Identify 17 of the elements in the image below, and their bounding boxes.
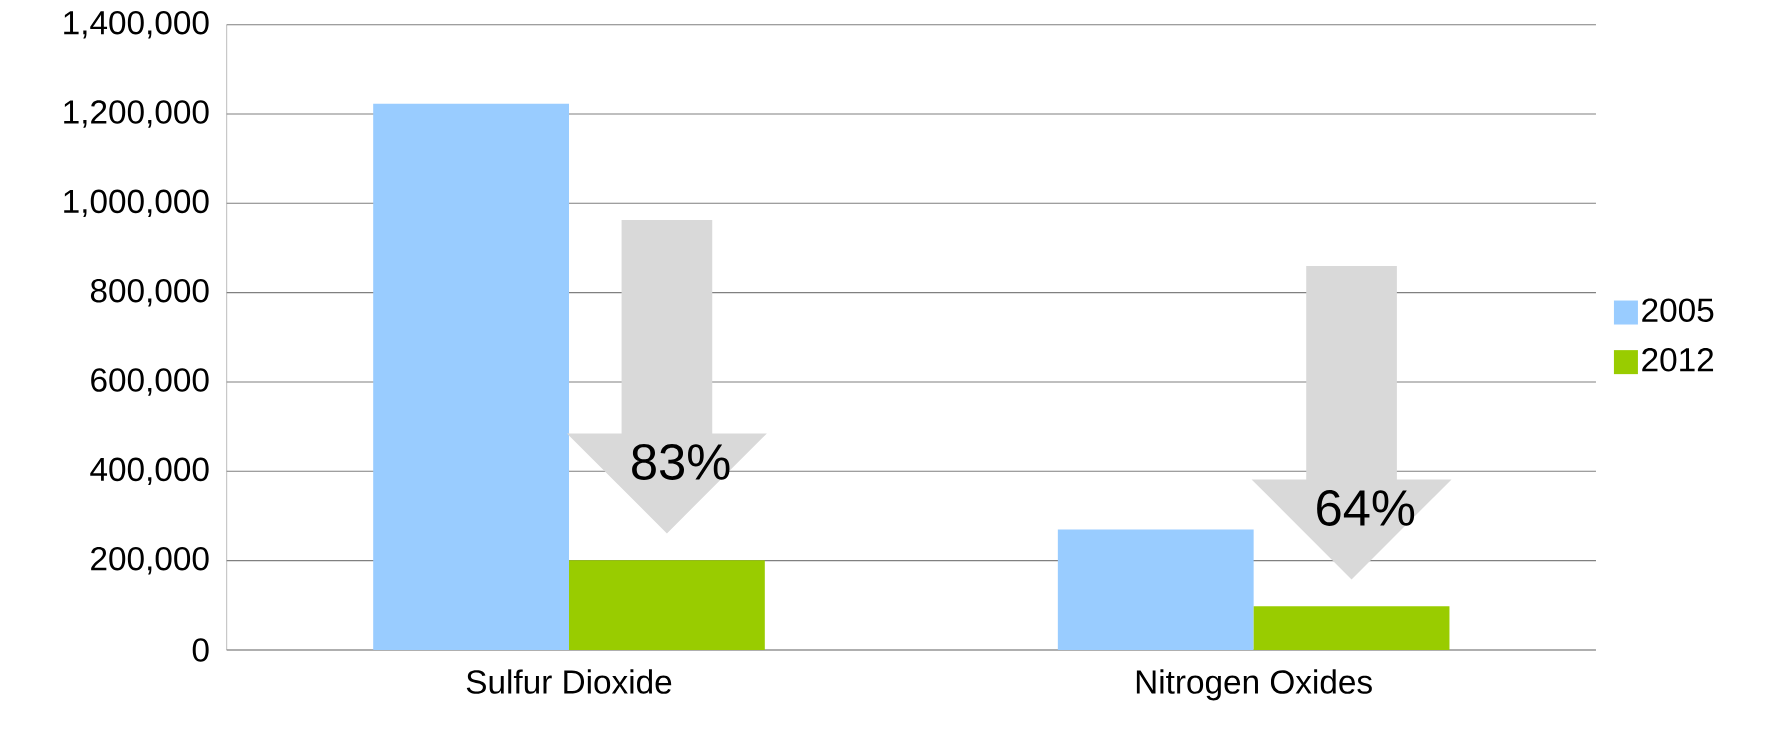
x-tick-label: Nitrogen Oxides xyxy=(1136,669,1372,701)
legend-label: 2005 xyxy=(1642,298,1714,322)
y-tick-label: 800,000 xyxy=(90,278,209,307)
y-tick-label: 600,000 xyxy=(91,368,209,396)
y-tick-label: 1,400,000 xyxy=(64,10,209,39)
legend-label: 2012 xyxy=(1642,347,1714,372)
x-tick-label: Sulfur Dioxide xyxy=(466,669,672,694)
annotation: 64% xyxy=(1317,490,1415,526)
bar xyxy=(1057,529,1254,650)
bar xyxy=(1253,606,1450,650)
y-tick-label: 1,000,000 xyxy=(64,189,209,218)
bar xyxy=(569,560,765,650)
y-tick-label: 400,000 xyxy=(90,457,209,486)
y-tick-label: 0 xyxy=(192,638,209,662)
annotation: 83% xyxy=(632,444,730,480)
y-tick-label: 200,000 xyxy=(91,546,209,575)
y-tick-label: 1,200,000 xyxy=(64,100,209,128)
